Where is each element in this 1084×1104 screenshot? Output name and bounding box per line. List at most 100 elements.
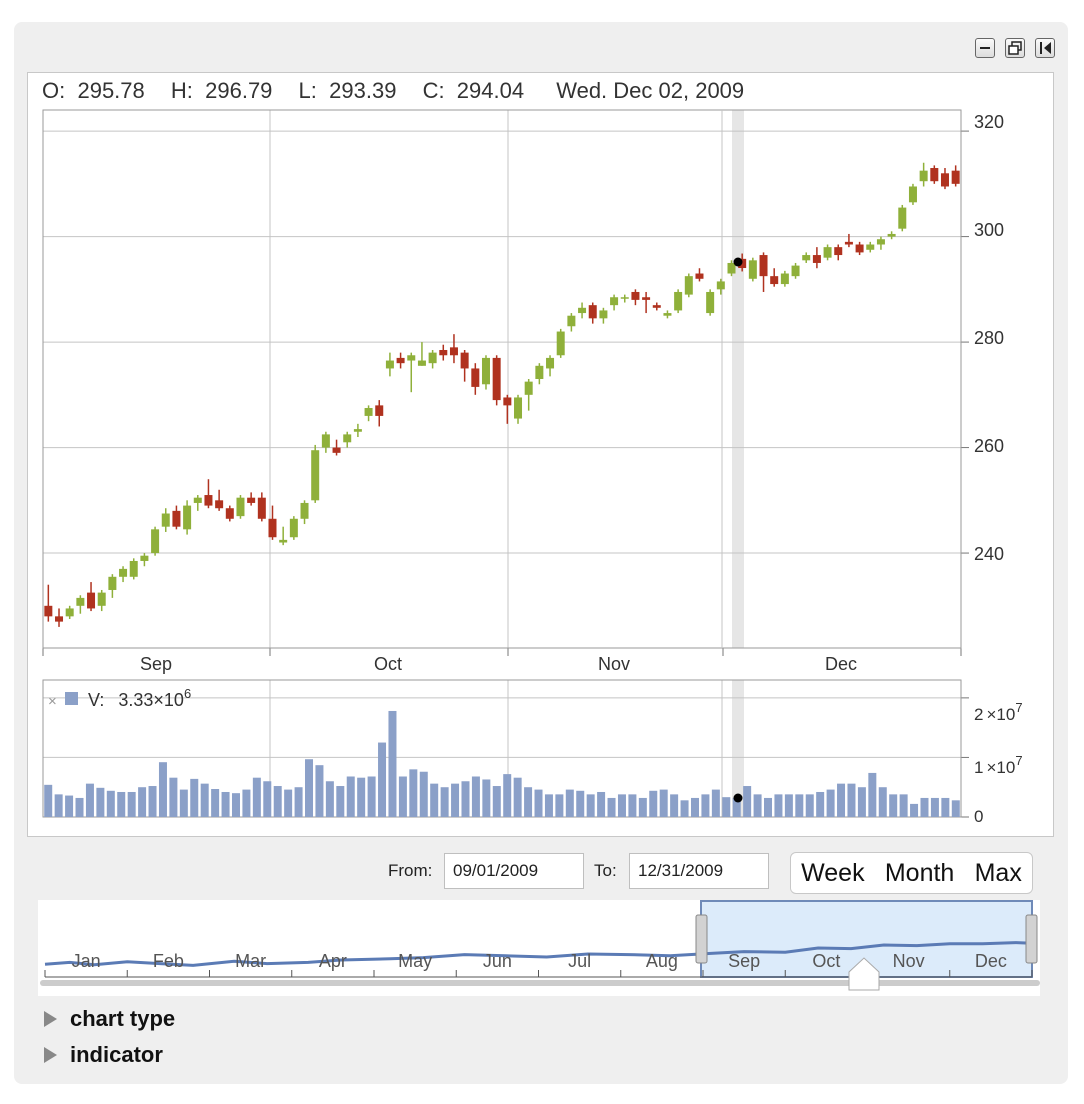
volume-bar (659, 789, 668, 817)
navigator-scrollbar[interactable] (40, 980, 1040, 986)
volume-bar (607, 797, 616, 817)
volume-bar (325, 781, 334, 817)
candle (481, 355, 490, 390)
vol-y-tick-1e7: 1 ×107 (974, 753, 1023, 777)
candle (716, 278, 725, 295)
volume-bar (774, 794, 783, 817)
volume-chart[interactable]: × V: 3.33×106 2 ×107 1 ×107 0 (0, 0, 1084, 830)
minimize-button[interactable] (975, 38, 995, 58)
from-date-input[interactable] (444, 853, 584, 889)
expand-triangle-icon (44, 1011, 57, 1027)
volume-bar (471, 776, 480, 817)
range-button-group: Week Month Max (790, 852, 1033, 894)
volume-bar (753, 794, 762, 817)
candle (780, 270, 789, 287)
volume-bar (701, 794, 710, 817)
candle (332, 439, 341, 456)
volume-bar (889, 794, 898, 817)
volume-bar (200, 783, 209, 817)
week-button[interactable]: Week (801, 858, 865, 887)
candle (546, 355, 555, 377)
volume-bar (294, 787, 303, 817)
volume-bar (722, 797, 731, 817)
volume-legend-swatch (65, 692, 78, 705)
candle (279, 526, 288, 546)
volume-bar (190, 778, 199, 817)
month-button[interactable]: Month (884, 858, 955, 887)
navigator-month-label: Jul (568, 951, 591, 971)
vol-y-tick-2e7: 2 ×107 (974, 700, 1023, 724)
volume-legend-close-icon[interactable]: × (48, 693, 57, 710)
candle (855, 241, 864, 256)
restore-button[interactable] (1005, 38, 1025, 58)
candle (439, 344, 448, 361)
price-marker (733, 257, 743, 267)
volume-bar (711, 789, 720, 817)
navigator-left-handle[interactable] (695, 914, 708, 964)
candle (844, 233, 853, 248)
volume-bar (847, 783, 856, 817)
price-plot-border (42, 109, 962, 649)
candle (353, 423, 362, 438)
candle (300, 500, 309, 525)
volume-bar (346, 776, 355, 817)
collapse-button[interactable] (1035, 38, 1055, 58)
candle (119, 566, 128, 583)
candle (289, 516, 298, 540)
candle (898, 204, 907, 232)
candle (919, 162, 928, 187)
volume-bar (430, 783, 439, 817)
to-date-input[interactable] (629, 853, 769, 889)
navigator-month-label: Mar (235, 951, 266, 971)
candle (887, 231, 896, 240)
volume-bar (910, 803, 919, 817)
navigator-right-handle[interactable] (1025, 914, 1038, 964)
volume-bar (211, 789, 220, 817)
candle (823, 244, 832, 261)
volume-bar (263, 781, 272, 817)
volume-plot-border (42, 679, 962, 818)
price-chart[interactable]: Sep Oct Nov Dec 240 260 280 300 320 (0, 0, 1084, 680)
candle (449, 334, 458, 364)
navigator-center-handle[interactable] (848, 957, 880, 991)
candle (76, 595, 85, 614)
volume-bar (920, 797, 929, 817)
candle (706, 289, 715, 316)
to-label: To: (594, 861, 617, 880)
candle (364, 405, 373, 422)
vol-y-tick-0: 0 (974, 807, 983, 826)
volume-bar (524, 787, 533, 817)
open-readout: O: 295.78 (42, 78, 145, 103)
candle (385, 352, 394, 377)
candle (567, 313, 576, 332)
collapse-left-icon (1040, 42, 1051, 54)
candle (503, 394, 512, 424)
candle (727, 260, 736, 277)
chart-type-opener[interactable]: chart type (44, 1006, 175, 1032)
candle (620, 294, 629, 303)
x-tick-nov: Nov (598, 654, 630, 674)
range-navigator[interactable]: Jan Feb Mar Apr May Jun Jul Aug Sep Oct Nov Dec (0, 0, 1084, 1000)
volume-bar (628, 794, 637, 817)
candle (834, 244, 843, 261)
volume-bar (868, 772, 877, 817)
indicator-opener[interactable]: indicator (44, 1042, 163, 1068)
navigator-month-label: Sep (728, 951, 760, 971)
max-button[interactable]: Max (974, 858, 1022, 887)
navigator-month-label: Aug (646, 951, 678, 971)
volume-bar (44, 784, 53, 817)
candle (684, 273, 693, 298)
candle (866, 241, 875, 253)
volume-bar (784, 794, 793, 817)
candle (460, 349, 469, 382)
candle (375, 400, 384, 427)
volume-bar (96, 787, 105, 817)
candle (161, 508, 170, 532)
candle (151, 526, 160, 556)
volume-bar (106, 790, 115, 817)
volume-bar (127, 791, 136, 817)
volume-bar (534, 789, 543, 817)
volume-bar (617, 794, 626, 817)
volume-bar (638, 797, 647, 817)
candle (674, 289, 683, 314)
